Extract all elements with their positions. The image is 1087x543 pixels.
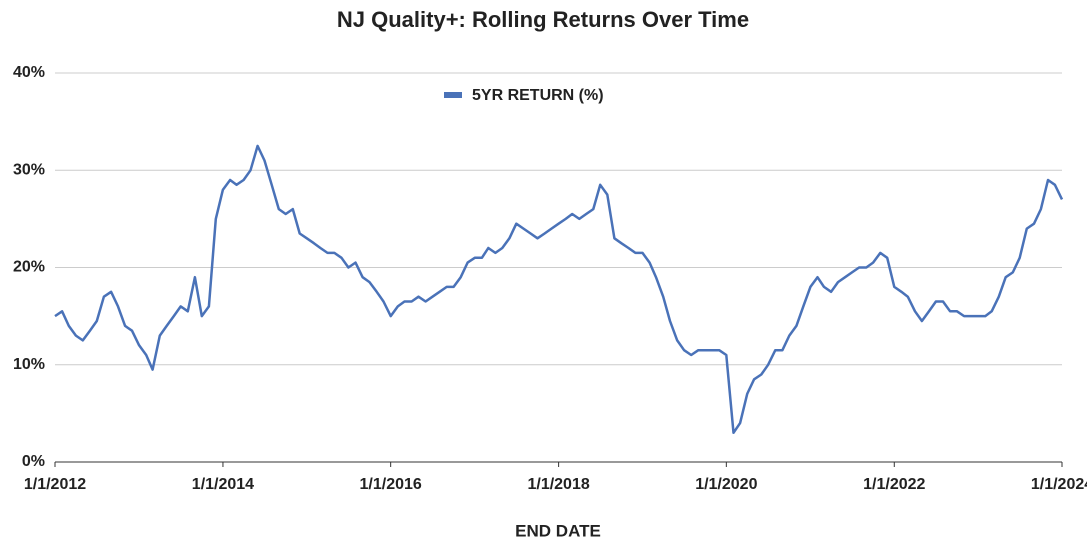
y-tick-label: 40% [13, 64, 45, 81]
x-tick-label: 1/1/2018 [527, 476, 589, 493]
legend-swatch [444, 92, 462, 98]
x-tick-label: 1/1/2022 [863, 476, 925, 493]
y-tick-label: 20% [13, 259, 45, 276]
x-axis-label: END DATE [515, 521, 601, 540]
y-tick-label: 10% [13, 356, 45, 373]
x-tick-label: 1/1/2014 [192, 476, 254, 493]
x-tick-label: 1/1/2012 [24, 476, 86, 493]
x-tick-label: 1/1/2020 [695, 476, 757, 493]
x-tick-label: 1/1/2016 [360, 476, 422, 493]
y-tick-label: 0% [22, 453, 45, 470]
legend-label: 5YR RETURN (%) [472, 87, 604, 104]
y-tick-label: 30% [13, 161, 45, 178]
series-line [54, 144, 1064, 435]
chart-title: NJ Quality+: Rolling Returns Over Time [337, 7, 749, 32]
x-tick-label: 1/1/2024 [1031, 476, 1087, 493]
